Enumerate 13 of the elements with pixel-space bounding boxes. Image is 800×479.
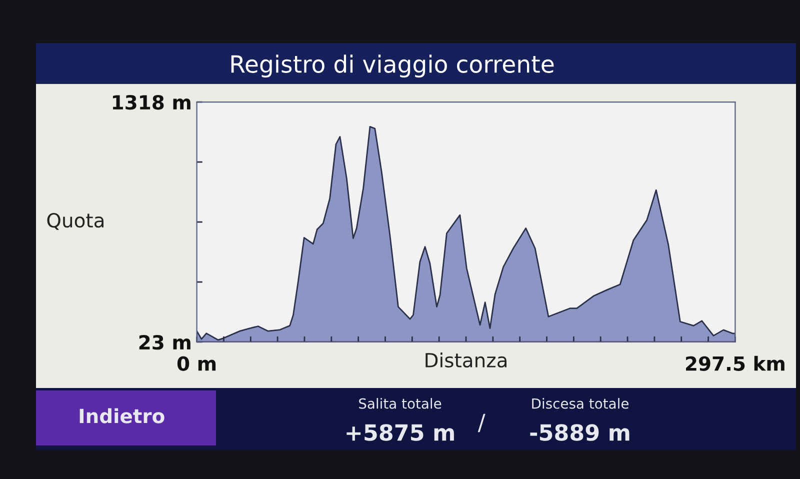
y-tick-label: 23 m bbox=[139, 334, 190, 350]
x-tick-label: 0 m bbox=[177, 356, 216, 371]
x-tick-label: 297.5 km bbox=[686, 356, 784, 371]
y-tick-label: 1318 m bbox=[112, 94, 190, 110]
chart-title: Registro di viaggio corrente bbox=[231, 54, 554, 78]
text: Salita totale bbox=[359, 398, 442, 409]
text: +5875 m bbox=[346, 424, 454, 441]
x-axis-title: Distanza bbox=[426, 352, 506, 368]
y-axis-title: Quota bbox=[47, 212, 104, 230]
text: / bbox=[478, 414, 486, 432]
text: Discesa totale bbox=[532, 398, 628, 409]
text: Indietro bbox=[80, 408, 164, 424]
text: -5889 m bbox=[530, 424, 630, 441]
